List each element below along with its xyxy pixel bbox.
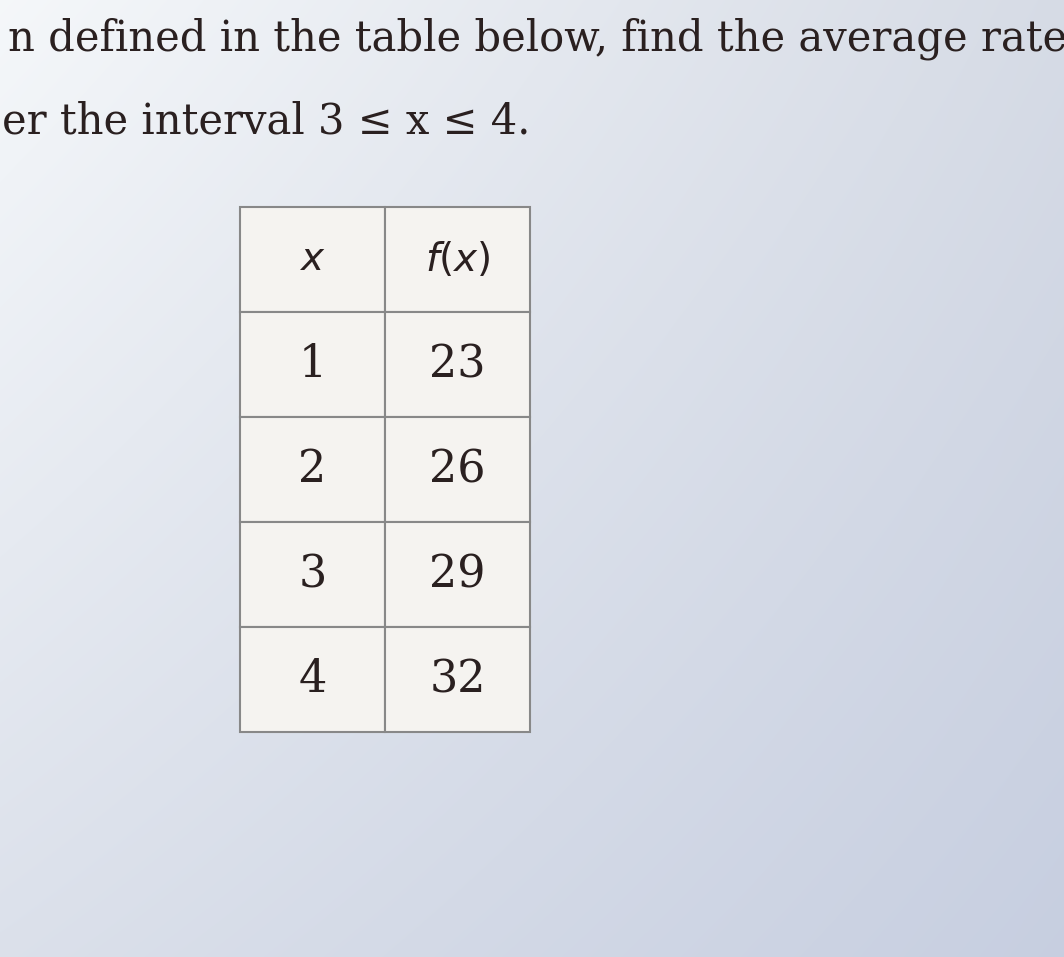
Bar	[240, 207, 385, 312]
Text: 29: 29	[429, 553, 486, 596]
Text: $\mathit{x}$: $\mathit{x}$	[299, 240, 326, 278]
Bar	[385, 522, 530, 627]
Bar	[240, 312, 385, 417]
Bar	[240, 627, 385, 732]
Bar	[385, 312, 530, 417]
Bar	[385, 207, 530, 312]
Text: er the interval 3 ≤ x ≤ 4.: er the interval 3 ≤ x ≤ 4.	[2, 100, 530, 142]
Text: 1: 1	[298, 343, 327, 386]
Text: 2: 2	[298, 448, 327, 491]
Text: n defined in the table below, find the average rate of change, in si: n defined in the table below, find the a…	[9, 18, 1064, 60]
Bar	[385, 627, 530, 732]
Text: 23: 23	[429, 343, 486, 386]
Bar	[240, 522, 385, 627]
Bar	[240, 417, 385, 522]
Text: 32: 32	[429, 657, 486, 701]
Text: 26: 26	[429, 448, 486, 491]
Text: 4: 4	[298, 657, 327, 701]
Text: 3: 3	[298, 553, 327, 596]
Bar	[385, 417, 530, 522]
Text: $\mathit{f}(\mathit{x})$: $\mathit{f}(\mathit{x})$	[425, 240, 491, 279]
